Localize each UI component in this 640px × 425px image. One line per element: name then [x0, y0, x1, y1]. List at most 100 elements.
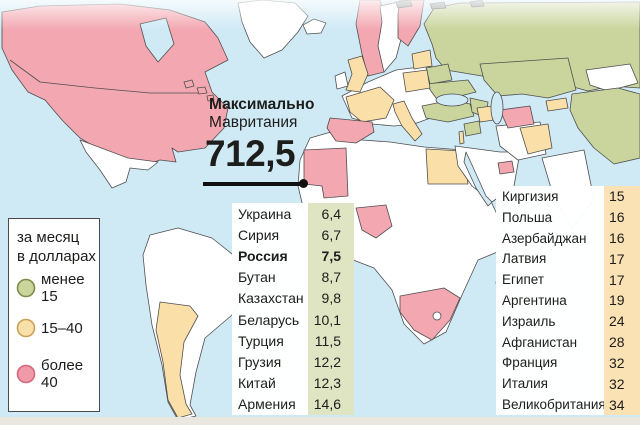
country-ukraine	[425, 79, 477, 99]
country-latvia	[411, 49, 433, 70]
caribbean-island	[206, 94, 215, 102]
country-afghanistan	[519, 123, 553, 155]
usa-canada-border	[9, 59, 205, 94]
legend-label-mid: 15–40	[41, 319, 83, 337]
table-row: Бутан 8,7	[232, 266, 354, 288]
country-canada-usa	[1, 3, 229, 167]
value-cell: 17	[604, 269, 640, 291]
max-callout-value: 712,5	[205, 133, 296, 175]
value-cell: 28	[604, 331, 640, 353]
caribbean-island	[183, 79, 195, 89]
legend-item-low: менее 15	[16, 269, 91, 307]
expensive-countries-table: Киргизия 15 Польша 16 Азербайджан 16 Латвия…	[496, 186, 640, 415]
legend-title-line1: за месяц	[17, 229, 80, 246]
country-mongolia	[585, 63, 639, 92]
table-row: Афганистан 28	[496, 331, 640, 353]
value-cell: 7,5	[308, 245, 354, 267]
max-callout: Максимально Мавритания 712,5	[205, 96, 315, 175]
country-china	[569, 87, 640, 165]
table-row: Сирия 6,7	[232, 224, 354, 246]
country-cell: Бутан	[232, 266, 308, 288]
table-row: Великобритания 34	[496, 394, 640, 415]
country-italy	[392, 100, 423, 142]
value-cell: 15	[604, 186, 640, 207]
country-cell: Беларусь	[232, 308, 308, 331]
arctic-island	[469, 0, 485, 8]
value-cell: 9,8	[308, 287, 354, 309]
legend-item-mid: 15–40	[16, 316, 91, 340]
table-row: Азербайджан 16	[496, 227, 640, 249]
callout-pointer-line	[203, 182, 305, 186]
country-cell: Азербайджан	[496, 227, 604, 249]
country-kyrgyzstan	[545, 97, 569, 112]
value-cell: 11,5	[308, 330, 354, 352]
country-cell: Казахстан	[232, 287, 308, 309]
value-cell: 12,3	[308, 372, 354, 394]
country-cell: Италия	[496, 373, 604, 395]
country-cell: Великобритания	[496, 394, 606, 415]
legend-title: за месяц в долларах	[17, 228, 96, 266]
table-row: Италия 32	[496, 373, 640, 395]
country-cell: Армения	[232, 393, 308, 415]
country-cell: Грузия	[232, 351, 308, 373]
country-cell: Россия	[232, 245, 308, 267]
table-row: Турция 11,5	[232, 330, 354, 352]
bottom-strip	[0, 417, 640, 425]
value-cell: 6,7	[308, 224, 354, 246]
value-cell: 32	[604, 373, 640, 395]
legend-title-line2: в долларах	[17, 248, 96, 265]
legend-swatch-mid-icon	[16, 318, 36, 338]
country-cell: Турция	[232, 330, 308, 352]
red-sea	[463, 151, 493, 207]
country-kazakhstan	[479, 57, 577, 99]
country-poland	[402, 69, 431, 93]
country-cell: Франция	[496, 352, 604, 374]
max-callout-country: Мавритания	[209, 113, 298, 131]
country-cell: Египет	[496, 269, 604, 291]
country-cell: Польша	[496, 206, 604, 228]
cheap-countries-table: Украина 6,4 Сирия 6,7 Россия 7,5 Бутан 8,7 К…	[232, 203, 354, 415]
legend-item-high: более 40	[16, 355, 91, 393]
value-cell: 10,1	[308, 308, 354, 331]
country-cell: Китай	[232, 372, 308, 394]
country-cell: Израиль	[496, 310, 604, 332]
table-row: Польша 16	[496, 206, 640, 228]
legend: за месяц в долларах менее 15 15–40 более…	[8, 218, 100, 412]
country-france	[345, 86, 395, 123]
black-sea	[435, 93, 469, 107]
table-row: Беларусь 10,1	[232, 308, 354, 331]
country-turkmenistan	[499, 105, 535, 129]
country-cell: Аргентина	[496, 290, 604, 311]
country-cell: Украина	[232, 203, 308, 225]
table-row: Аргентина 19	[496, 290, 640, 311]
legend-swatch-low-icon	[16, 278, 36, 298]
country-belarus	[425, 63, 453, 85]
lesotho	[432, 311, 442, 321]
value-cell: 16	[604, 206, 640, 228]
country-syria	[463, 120, 482, 137]
country-uk	[345, 55, 369, 93]
table-row: Украина 6,4	[232, 203, 354, 225]
table-row: Латвия 17	[496, 248, 640, 270]
country-cell: Киргизия	[496, 186, 604, 207]
table-row: Франция 32	[496, 352, 640, 374]
callout-pointer-dot	[299, 179, 308, 188]
legend-label-low: менее 15	[41, 271, 85, 305]
table-row: Египет 17	[496, 269, 640, 291]
caribbean-island	[196, 86, 208, 95]
table-row: Грузия 12,2	[232, 351, 354, 373]
country-argentina	[155, 301, 199, 419]
value-cell: 19	[604, 290, 640, 311]
value-cell: 12,2	[308, 351, 354, 373]
caspian-sea	[490, 91, 504, 125]
table-row: Китай 12,3	[232, 372, 354, 394]
greenland	[237, 0, 309, 59]
value-cell: 32	[604, 352, 640, 374]
table-row: Казахстан 9,8	[232, 287, 354, 309]
value-cell: 8,7	[308, 266, 354, 288]
value-cell: 14,6	[308, 393, 354, 415]
max-callout-heading: Максимально	[209, 96, 315, 113]
country-nigeria	[355, 204, 393, 239]
table-row: Киргизия 15	[496, 186, 640, 207]
